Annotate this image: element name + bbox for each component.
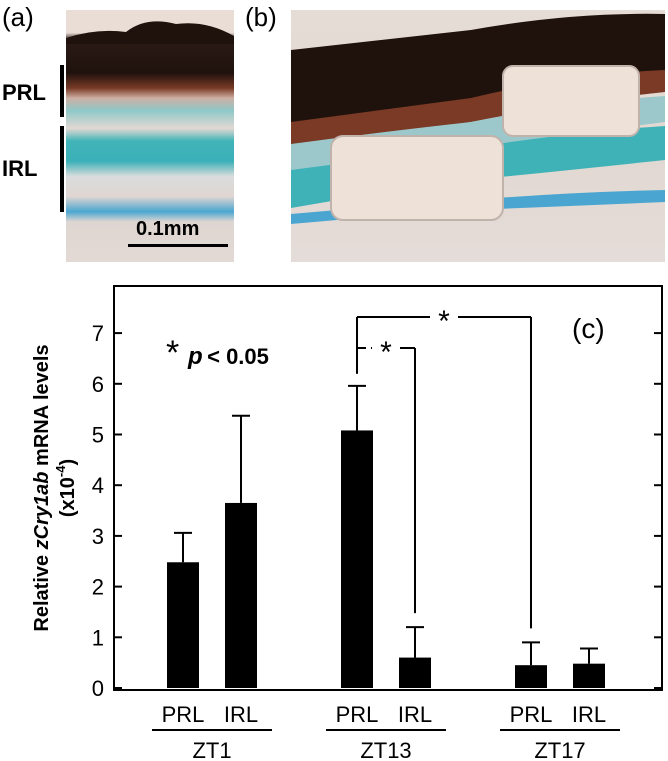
significance-star: * [438,305,450,338]
micrograph-a-image [66,10,234,262]
panel-c-label: (c) [572,313,605,344]
micrograph-b-image [291,10,665,262]
ylabel-close: ) [57,459,79,466]
y-tick-label: 7 [92,321,104,346]
p-note-p: p [187,343,203,370]
ylabel-unit: (x10 [57,477,79,517]
y-axis-label: Relative zCry1ab mRNA levels (x10-4) [31,344,79,631]
prl-bracket [60,65,64,117]
y-tick-label: 4 [92,473,104,498]
y-tick-label: 3 [92,524,104,549]
p-value-note: * p < 0.05 [166,334,269,372]
bar [167,562,199,688]
y-axis-label-line2: (x10-4) [53,459,79,517]
bar [515,665,547,688]
y-tick-label: 0 [92,676,104,701]
y-axis: 0 1 2 3 4 5 6 7 [92,321,662,701]
y-tick-label: 5 [92,423,104,448]
x-category-label: IRL [398,702,432,727]
micrograph-b [291,10,665,262]
significance-brackets: ** [356,305,532,629]
y-tick-label: 6 [92,372,104,397]
micrograph-a [66,10,234,262]
ylabel-post: mRNA levels [31,344,53,471]
x-group-label: ZT13 [360,738,411,761]
ylabel-exponent: -4 [53,465,68,477]
bar [399,657,431,688]
bars [167,384,605,688]
bar [573,663,605,688]
x-category-label: PRL [336,702,379,727]
irl-bracket [60,126,64,212]
y-tick-label: 1 [92,625,104,650]
plot-frame [113,285,663,691]
prl-layer-label: PRL [2,80,46,105]
x-group-label: ZT1 [192,738,231,761]
p-note-star: * [166,334,179,372]
ylabel-gene: zCry1ab [31,472,53,551]
x-category-label: IRL [224,702,258,727]
bar [225,502,257,688]
ylabel-pre: Relative [31,549,53,631]
x-category-label: IRL [572,702,606,727]
panel-b-label: (b) [245,2,277,32]
x-category-label: PRL [162,702,205,727]
panel-a-label: (a) [2,2,34,32]
y-axis-label-line1: Relative zCry1ab mRNA levels [31,344,53,631]
p-note-threshold: < 0.05 [201,344,269,369]
scale-bar [128,244,228,247]
bar [341,430,373,688]
bar-chart: 0 1 2 3 4 5 6 7 PRL IRL ZT1 PRL IRL ZT13 PRL IRL ZT17 *… [31,285,663,761]
scale-bar-label: 0.1mm [136,218,200,240]
x-category-label: PRL [510,702,553,727]
irl-layer-label: IRL [2,156,38,181]
x-group-label: ZT17 [534,738,585,761]
significance-star: * [380,336,392,369]
y-tick-label: 2 [92,575,104,600]
x-axis-labels: PRL IRL ZT1 PRL IRL ZT13 PRL IRL ZT17 [152,702,620,761]
